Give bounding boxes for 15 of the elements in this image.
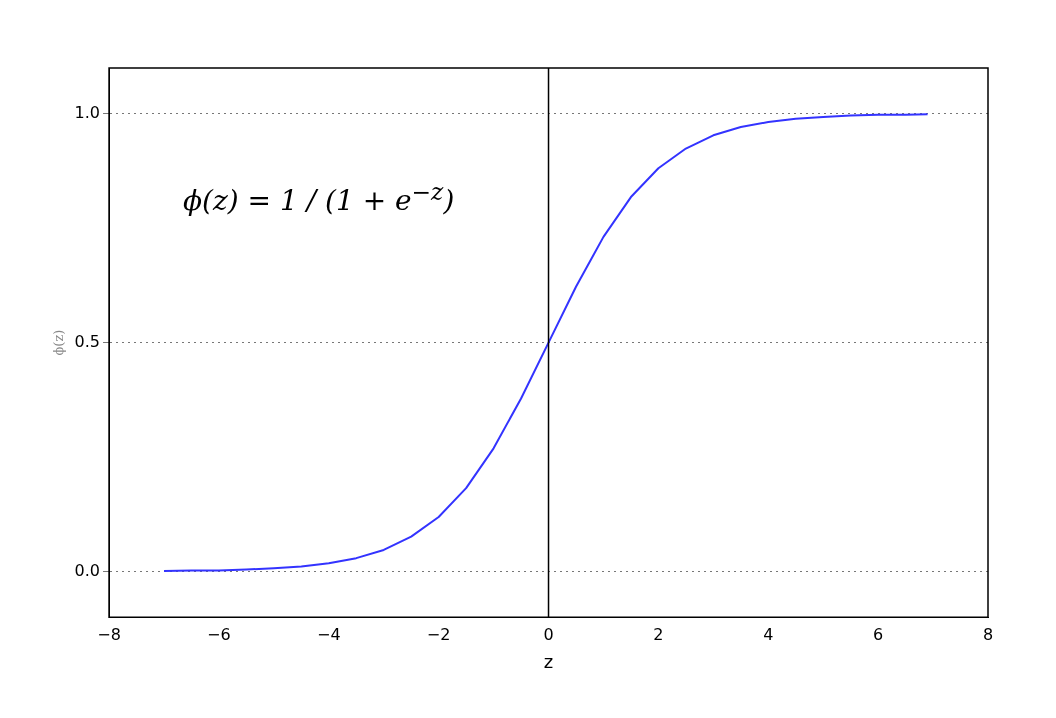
x-tick-label: 2 (653, 624, 664, 644)
annotation: ϕ(z) = 1 / (1 + e$^{−z}$) (183, 178, 455, 218)
x-axis-title: z (543, 650, 554, 672)
x-tick-label: 0 (543, 624, 554, 644)
x-tick-label: 4 (763, 624, 774, 644)
x-tick-label: −6 (207, 624, 231, 644)
x-tick-label: −4 (316, 624, 341, 644)
y-tick-label: 0.0 (74, 560, 101, 580)
y-axis-title: ϕ(z) (51, 329, 67, 356)
x-tick-label: 6 (873, 624, 884, 644)
x-tick-label: 8 (982, 624, 994, 644)
x-tick-label: −8 (97, 624, 121, 644)
y-tick-label: 0.5 (74, 331, 101, 351)
x-tick-label: −2 (426, 624, 451, 644)
y-tick-label: 1.0 (74, 102, 101, 122)
